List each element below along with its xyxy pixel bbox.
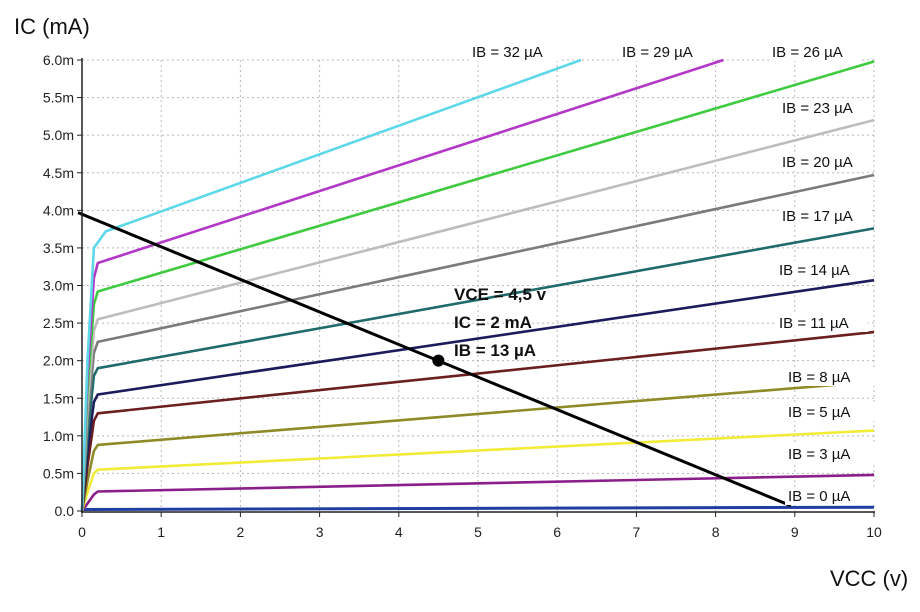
x-tick-label: 8 — [712, 524, 720, 540]
x-tick-label: 4 — [395, 524, 403, 540]
operating-point-label: IB = 13 µA — [454, 341, 536, 360]
curve-series-11 — [80, 58, 582, 512]
curve-label: IB = 14 µA — [779, 262, 850, 279]
y-tick-label: 3.0m — [43, 278, 74, 294]
operating-point-marker — [432, 354, 445, 367]
y-tick-label: 1.0m — [43, 428, 74, 444]
operating-point-label: IC = 2 mA — [454, 313, 532, 332]
x-tick-label: 5 — [474, 524, 482, 540]
tick-labels: 0 1 2 3 4 5 6 7 8 9 10 0.0 0.5m 1.0m 1.5m 2.0m 2.5m 3.0m 3… — [43, 52, 882, 540]
curve-label-bg — [776, 314, 868, 332]
x-tick-label: 1 — [157, 524, 165, 540]
x-tick-label: 0 — [78, 524, 86, 540]
y-tick-label: 2.0m — [43, 353, 74, 369]
curve-series-0 — [81, 505, 875, 511]
curve-label-bg — [779, 99, 871, 117]
y-axis-title: IC (mA) — [14, 14, 90, 39]
curve-label: IB = 20 µA — [782, 154, 853, 171]
curve-label: IB = 17 µA — [782, 208, 853, 225]
y-tick-label: 4.5m — [43, 165, 74, 181]
curve-label: IB = 32 µA — [472, 44, 543, 61]
y-tick-label: 0.0 — [55, 503, 75, 519]
y-tick-label: 3.5m — [43, 240, 74, 256]
curve-label-bg — [776, 261, 868, 279]
curve-series-1 — [80, 473, 875, 512]
y-tick-label: 0.5m — [43, 465, 74, 481]
y-tick-label: 6.0m — [43, 52, 74, 68]
curve-label-bg — [779, 153, 871, 171]
curve-label: IB = 26 µA — [772, 44, 843, 61]
y-tick-label: 1.5m — [43, 390, 74, 406]
x-tick-label: 9 — [791, 524, 799, 540]
y-tick-label: 5.5m — [43, 90, 74, 106]
x-axis-title: VCC (v) — [830, 566, 909, 591]
curve-label: IB = 23 µA — [782, 100, 853, 117]
curve-label-bg — [785, 403, 877, 421]
load-line-group — [77, 211, 792, 508]
x-tick-label: 6 — [553, 524, 561, 540]
x-tick-label: 7 — [633, 524, 641, 540]
curve-labels: IB = 32 µA IB = 29 µA IB = 26 µA IB = 23 µA… — [469, 43, 877, 505]
operating-point-label: VCE = 4,5 v — [454, 285, 547, 304]
y-tick-label: 2.5m — [43, 315, 74, 331]
curve-label-bg — [779, 207, 871, 225]
curve-label: IB = 3 µA — [788, 446, 850, 463]
curve-label-bg — [785, 368, 877, 386]
curve-label-bg — [619, 43, 711, 61]
curve-label: IB = 11 µA — [779, 315, 849, 332]
y-tick-label: 4.0m — [43, 202, 74, 218]
x-tick-label: 3 — [316, 524, 324, 540]
curve-label: IB = 5 µA — [788, 404, 850, 421]
curve-label-bg — [469, 43, 561, 61]
y-tick-label: 5.0m — [43, 127, 74, 143]
curve-label-bg — [785, 445, 877, 463]
x-tick-label: 2 — [237, 524, 245, 540]
x-tick-label: 10 — [866, 524, 882, 540]
curve-label: IB = 0 µA — [788, 488, 850, 505]
curve-series-2 — [80, 429, 875, 512]
axes — [77, 58, 875, 517]
curve-label-bg — [785, 487, 877, 505]
curve-label: IB = 8 µA — [788, 369, 850, 386]
curve-label: IB = 29 µA — [622, 44, 693, 61]
operating-point-annotation: VCE = 4,5 v IC = 2 mA IB = 13 µA — [454, 285, 547, 360]
curve-series-group — [80, 58, 875, 512]
curve-label-bg — [769, 43, 861, 61]
